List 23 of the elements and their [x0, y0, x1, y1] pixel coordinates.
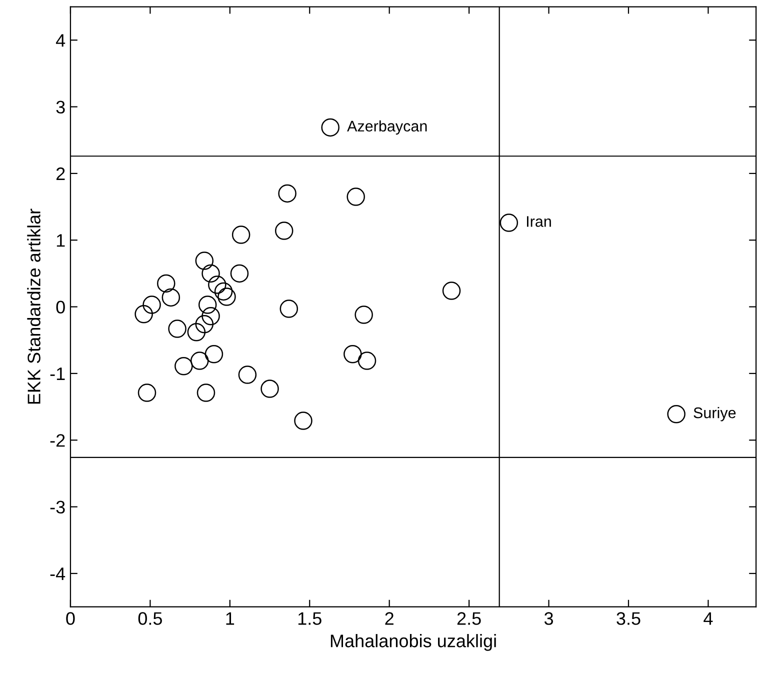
y-tick-label: 4 [56, 34, 66, 47]
y-tick-label: 2 [56, 167, 65, 180]
x-tick-label: 0.5 [138, 612, 162, 625]
y-axis-title: EKK Standardize artiklar [27, 208, 40, 404]
y-tick-label: -1 [50, 368, 65, 380]
x-tick-label: 3.5 [616, 612, 640, 625]
x-tick-label: 0 [66, 612, 75, 625]
y-tick-label: -3 [50, 500, 65, 514]
x-tick-label: 2 [385, 612, 394, 625]
annotation: Azerbaycan [347, 120, 427, 135]
x-tick-label: 2.5 [457, 612, 481, 625]
x-tick-label: 1.5 [298, 612, 322, 625]
y-tick-label: -2 [50, 434, 65, 447]
y-tick-label: -4 [50, 568, 66, 580]
x-tick-label: 4 [704, 612, 713, 625]
y-tick-label: 3 [56, 100, 65, 114]
annotation: Iran [526, 216, 551, 227]
y-tick-label: 0 [56, 300, 65, 314]
annotation: Suriye [694, 407, 736, 422]
y-tick-label: 1 [56, 234, 65, 247]
x-tick-label: 3 [544, 612, 554, 625]
x-axis-title: Mahalanobis uzakligi [330, 634, 496, 651]
x-tick-label: 1 [226, 612, 234, 625]
